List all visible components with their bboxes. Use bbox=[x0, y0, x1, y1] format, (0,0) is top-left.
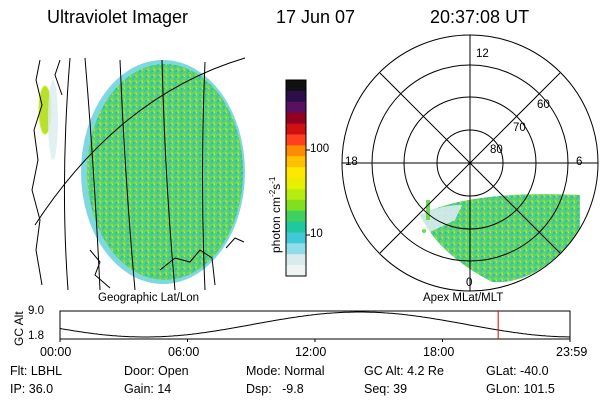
coastline bbox=[225, 237, 245, 249]
colorbar-segment bbox=[286, 90, 306, 103]
colorbar-tick-100: 100 bbox=[310, 143, 330, 155]
altitude-curve bbox=[59, 311, 571, 338]
colorbar-segment bbox=[286, 123, 306, 135]
status-glat: GLat: -40.0 bbox=[486, 364, 549, 378]
coastline bbox=[159, 249, 216, 286]
colorbar-segment bbox=[286, 232, 306, 244]
latitude-line bbox=[34, 57, 246, 226]
altitude-xtick-1: 06:00 bbox=[168, 345, 200, 359]
meridian-line bbox=[161, 59, 176, 290]
colorbar-frame bbox=[285, 79, 307, 277]
altitude-xtick-0: 00:00 bbox=[40, 345, 72, 359]
colorbar-segment bbox=[286, 167, 306, 179]
colorbar-segment bbox=[286, 199, 306, 212]
colorbar-segment bbox=[286, 243, 306, 255]
instrument-title: Ultraviolet Imager bbox=[47, 7, 189, 27]
meridian-line bbox=[119, 59, 136, 290]
polar-panel-caption: Apex MLat/MLT bbox=[423, 292, 504, 304]
colorbar-segment bbox=[286, 112, 306, 125]
colorbar-segment bbox=[286, 188, 306, 201]
lat-label-70: 70 bbox=[513, 122, 526, 134]
altitude-ytick-top: 9.0 bbox=[28, 305, 44, 317]
colorbar-segment bbox=[286, 156, 306, 168]
colorbar-segment bbox=[286, 254, 306, 266]
colorbar-segment bbox=[286, 178, 306, 190]
status-dsp: Dsp: -9.8 bbox=[246, 382, 304, 396]
colorbar-segment bbox=[286, 221, 306, 233]
mlt-label-12: 12 bbox=[476, 48, 489, 60]
status-flt: Flt: LBHL bbox=[10, 364, 63, 378]
colorbar-segment bbox=[286, 210, 306, 223]
colorbar-segment bbox=[286, 101, 306, 114]
altitude-plot-frame bbox=[59, 310, 571, 340]
altitude-xtick-4: 23:59 bbox=[556, 345, 588, 359]
geo-panel-caption: Geographic Lat/Lon bbox=[98, 292, 200, 304]
coastline bbox=[54, 59, 63, 96]
polar-diagonal bbox=[379, 72, 561, 254]
geo-image-disk bbox=[87, 64, 243, 280]
colorbar-tick-10: 10 bbox=[310, 228, 323, 240]
meridian-line bbox=[202, 61, 206, 290]
status-door: Door: Open bbox=[124, 364, 189, 378]
colorbar-segment bbox=[286, 134, 306, 146]
status-gain: Gain: 14 bbox=[124, 382, 172, 396]
mlt-label-6: 6 bbox=[576, 156, 583, 168]
date-label: 17 Jun 07 bbox=[276, 7, 356, 27]
status-glon: GLon: 101.5 bbox=[486, 382, 555, 396]
status-seq: Seq: 39 bbox=[364, 382, 408, 396]
lat-label-80: 80 bbox=[490, 144, 503, 156]
altitude-xtick-3: 18:00 bbox=[423, 345, 455, 359]
colorbar-segment bbox=[286, 265, 306, 277]
altitude-ylabel: GC Alt bbox=[12, 311, 26, 346]
meridian-line bbox=[84, 57, 101, 290]
colorbar-segment bbox=[286, 145, 306, 157]
status-mode: Mode: Normal bbox=[246, 364, 325, 378]
mlt-label-0: 0 bbox=[466, 277, 473, 289]
time-label: 20:37:08 UT bbox=[430, 7, 530, 27]
colorbar-segment bbox=[286, 80, 306, 92]
status-gc-alt: GC Alt: 4.2 Re bbox=[364, 364, 444, 378]
mlt-label-18: 18 bbox=[345, 156, 358, 168]
altitude-ytick-bottom: 1.8 bbox=[28, 330, 44, 342]
lat-label-60: 60 bbox=[537, 99, 550, 111]
coastline bbox=[89, 249, 111, 289]
coastline bbox=[31, 59, 43, 286]
status-ip: IP: 36.0 bbox=[10, 382, 54, 396]
meridian-line bbox=[63, 57, 71, 290]
altitude-xtick-2: 12:00 bbox=[295, 345, 327, 359]
